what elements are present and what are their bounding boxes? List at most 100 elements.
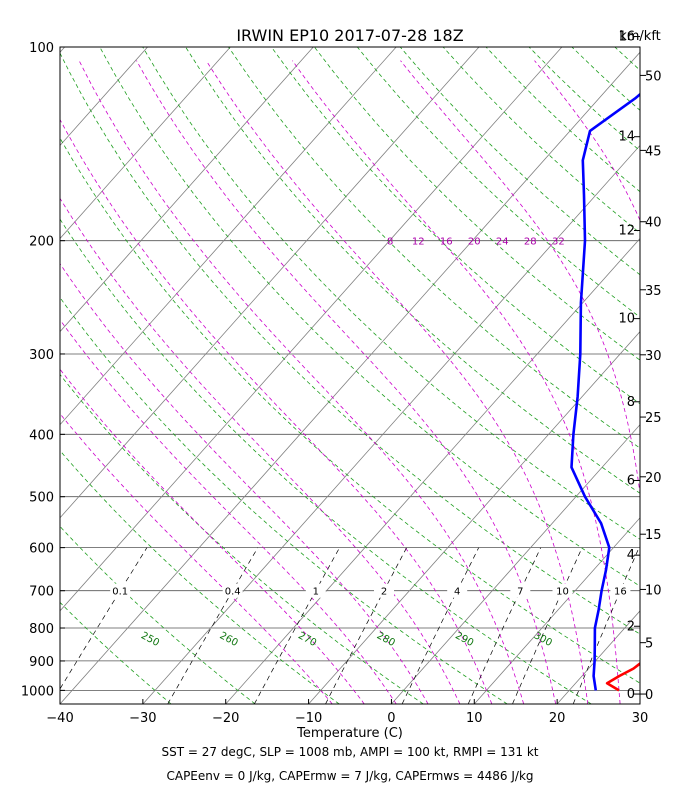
pressure-tick-label: 300 <box>29 348 54 363</box>
theta-label: 280 <box>375 630 397 649</box>
mr-label-bg <box>374 583 394 598</box>
isotherm-line <box>60 47 563 612</box>
pressure-tick-label: 200 <box>29 235 54 250</box>
moist-adiabat-line <box>292 60 621 704</box>
moist-adiabat-line <box>205 60 589 704</box>
x-tick-label: 30 <box>632 711 649 726</box>
kft-tick-label: 45 <box>645 144 662 159</box>
moist-adiabat-line <box>60 413 333 704</box>
x-tick-label: 0 <box>387 711 395 726</box>
dry-adiabat-line <box>60 137 640 684</box>
pressure-tick-label: 500 <box>29 491 54 506</box>
mr-label-bg <box>610 583 631 598</box>
mr-label-bg <box>447 583 468 598</box>
moist-adiabat-line <box>400 60 640 497</box>
kft-tick-label: 10 <box>645 583 662 598</box>
km-tick-label: 0 <box>627 687 635 702</box>
mixing-ratio-label-700: 7 <box>517 587 523 598</box>
kft-tick-label: 25 <box>645 411 662 426</box>
pressure-tick-label: 400 <box>29 428 54 443</box>
moist-adiabat-line <box>60 319 397 704</box>
mixing-ratio-label-700: 2 <box>381 587 387 598</box>
pressure-tick-label: 1000 <box>21 684 54 699</box>
moist-label-200: 28 <box>524 237 537 248</box>
isotherm-line <box>225 237 640 704</box>
dry-adiabat-line <box>99 47 640 587</box>
moist-adiabat-line <box>60 263 429 704</box>
moist-label-200: 24 <box>496 237 509 248</box>
pressure-tick-label: 600 <box>29 542 54 557</box>
x-tick-label: −10 <box>295 711 322 726</box>
chart-title: IRWIN EP10 2017-07-28 18Z <box>236 26 463 45</box>
mixing-ratio-line <box>572 547 640 704</box>
mr-label-bg <box>510 583 531 598</box>
mixing-ratio-label-700: 0.1 <box>112 587 128 598</box>
dry-adiabat-line <box>60 373 424 704</box>
mixing-ratio-line <box>512 547 583 704</box>
x-axis-label: Temperature (C) <box>296 726 403 741</box>
dry-adiabat-line <box>60 52 640 635</box>
pressure-tick-label: 800 <box>29 622 54 637</box>
mixing-ratio-line <box>325 547 408 704</box>
kft-tick-label: 35 <box>645 284 662 299</box>
mr-label-bg <box>305 583 326 598</box>
isotherm-line <box>60 47 397 426</box>
chart-grid <box>60 47 640 704</box>
isotherm-line <box>60 47 314 333</box>
plot-frame <box>59 46 641 705</box>
moist-adiabat-line <box>60 197 461 704</box>
chart-profiles <box>570 92 640 692</box>
km-tick-label: 2 <box>627 619 635 634</box>
moist-adiabat-line <box>78 60 525 704</box>
theta-label: 300 <box>532 630 554 649</box>
isotherm-line <box>60 47 65 53</box>
moist-label-200: 32 <box>552 237 565 248</box>
pressure-tick-label: 700 <box>29 585 54 600</box>
moist-label-200: 12 <box>412 237 425 248</box>
mixing-ratio-line <box>467 547 542 704</box>
annotation-line-2: CAPEenv = 0 J/kg, CAPErmw = 7 J/kg, CAPE… <box>166 769 534 783</box>
x-tick-label: 20 <box>549 711 566 726</box>
isotherm-line <box>60 47 148 147</box>
kft-tick-label: 0 <box>645 688 653 703</box>
dry-adiabat-line <box>142 47 640 540</box>
mixing-ratio-line <box>167 547 259 704</box>
chart-axes: −40 −30 −20 −10 0 10 20 30100200300400500600700… <box>21 30 662 727</box>
mixing-ratio-line <box>253 547 340 704</box>
mixing-ratio-label-700: 10 <box>556 587 569 598</box>
isotherm-line <box>60 47 231 240</box>
mixing-ratio-label-700: 4 <box>454 587 460 598</box>
theta-label: 290 <box>453 630 475 649</box>
kft-tick-label: 5 <box>645 637 653 652</box>
isotherm-line <box>60 47 480 519</box>
moist-adiabat-line <box>534 60 640 222</box>
mixing-ratio-label-700: 0.4 <box>225 587 241 598</box>
kft-tick-label: 50 <box>645 69 662 84</box>
km-tick-label: 6 <box>627 474 635 489</box>
dry-adiabat-line <box>185 47 640 494</box>
moist-adiabat-line <box>60 118 493 704</box>
km-tick-label: 8 <box>627 395 635 410</box>
moist-label-200: 8 <box>387 237 393 248</box>
km-tick-label: 4 <box>627 548 635 563</box>
km-tick-label: 16 <box>618 30 635 45</box>
mixing-ratio-label-700: 16 <box>614 587 627 598</box>
x-tick-label: −30 <box>129 711 156 726</box>
moist-adiabat-line <box>136 60 557 704</box>
kft-tick-label: 20 <box>645 471 662 486</box>
x-tick-label: −40 <box>46 711 73 726</box>
x-tick-label: 10 <box>466 711 483 726</box>
moist-adiabat-line <box>60 368 365 704</box>
theta-label: 250 <box>139 630 161 649</box>
isotherm-line <box>60 51 640 704</box>
dry-adiabat-line <box>528 47 640 152</box>
dry-adiabat-line <box>60 296 508 704</box>
mixing-ratio-label-700: 1 <box>313 587 319 598</box>
kft-tick-label: 40 <box>645 216 662 231</box>
kft-tick-label: 15 <box>645 528 662 543</box>
dry-adiabat-line <box>60 525 256 704</box>
dewpoint-profile-line <box>570 92 640 691</box>
moist-label-200: 16 <box>440 237 453 248</box>
dry-adiabat-line <box>571 47 640 111</box>
